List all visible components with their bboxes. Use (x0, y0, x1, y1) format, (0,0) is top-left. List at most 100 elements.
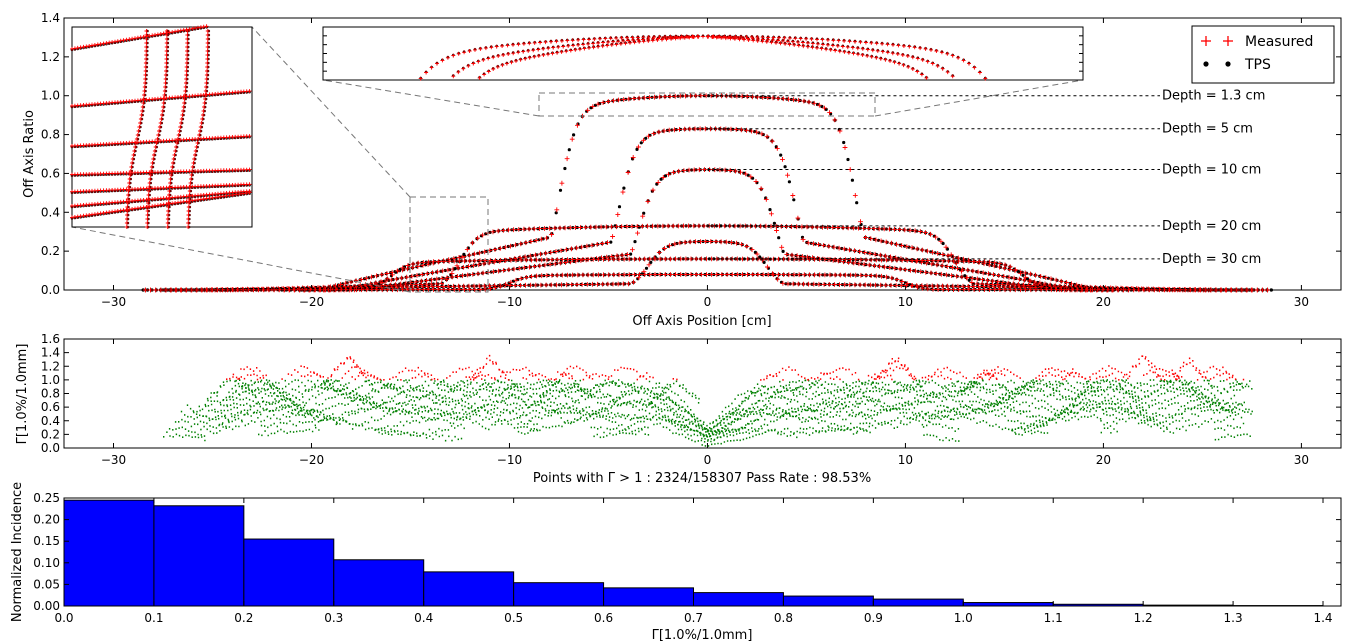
gamma-summary-label: Points with Γ > 1 : 2324/158307 Pass Rat… (533, 471, 871, 486)
x-tick-label: −10 (497, 295, 522, 309)
histogram-ticks: 0.0 0.1 0.2 0.3 0.4 0.5 0.6 0.7 0.8 0.9 1.0 1.1 1.2 1… (33, 491, 1341, 625)
inset-top (322, 26, 1084, 81)
x-tick-label: 30 (1294, 453, 1309, 467)
y-tick-label: 0.2 (41, 244, 60, 258)
x-tick-label: 0.2 (234, 611, 253, 625)
y-tick-label: 0.6 (41, 166, 60, 180)
histogram-bar (423, 571, 515, 607)
histogram-y-axis-label: Normalized Incidence (10, 482, 25, 622)
x-tick-label: 1.2 (1134, 611, 1153, 625)
x-tick-label: −20 (299, 295, 324, 309)
histogram-x-axis-label: Γ[1.0%/1.0mm] (652, 628, 753, 643)
histogram-bar (872, 598, 964, 607)
legend-label-tps: TPS (1244, 57, 1271, 73)
y-tick-label: 1.4 (41, 11, 60, 25)
histogram-bar (693, 592, 784, 607)
y-tick-label: 1.0 (41, 89, 60, 103)
gamma-ticks: −30 −20 −10 0 10 20 30 0.00.20.40.60.81.01.21.4… (41, 332, 1341, 467)
x-tick-label: 10 (898, 295, 913, 309)
zoom-box-left (409, 196, 489, 293)
x-tick-label: 0.9 (864, 611, 883, 625)
x-tick-label: 10 (898, 453, 913, 467)
zoom-box-top (538, 92, 876, 117)
depth-annotation-label: Depth = 1.3 cm (1162, 89, 1265, 104)
gamma-y-axis-label: Γ[1.0%/1.0mm] (15, 344, 30, 445)
x-tick-label: 0 (704, 295, 712, 309)
legend-marker-measured (1201, 36, 1233, 46)
zoom-connector (874, 79, 1084, 117)
depth-annotation-label: Depth = 10 cm (1162, 163, 1261, 178)
x-tick-label: 0.5 (504, 611, 523, 625)
profile-series-layer (141, 93, 1273, 293)
x-tick-label: 0.3 (324, 611, 343, 625)
histogram-chart: 0.0 0.1 0.2 0.3 0.4 0.5 0.6 0.7 0.8 0.9 1.0 1.1 1.2 1… (10, 482, 1342, 643)
inset-left-series (70, 24, 252, 229)
profile-plot-frame (63, 17, 1342, 291)
x-tick-label: 20 (1096, 453, 1111, 467)
inset-top-series (323, 26, 1083, 81)
x-tick-label: 30 (1294, 295, 1309, 309)
gamma-pass-points (163, 379, 1253, 447)
zoom-connector (322, 79, 540, 117)
gamma-chart: −30 −20 −10 0 10 20 30 0.00.20.40.60.81.01.21.4… (15, 332, 1342, 486)
zoom-connector (251, 26, 411, 198)
histogram-bar (333, 559, 425, 607)
histogram-bar (63, 499, 155, 607)
x-tick-label: 1.4 (1313, 611, 1332, 625)
depth-annotation-label: Depth = 30 cm (1162, 252, 1261, 267)
legend-marker-tps (1203, 61, 1231, 67)
x-tick-label: 1.3 (1224, 611, 1243, 625)
legend: Measured TPS (1191, 25, 1335, 84)
measured-series-4 (162, 239, 1254, 293)
profile-chart: −30 −20 −10 0 10 20 30 0.0 0.2 0.4 0.6 0.8 1.0 1.2 1.4… (22, 11, 1342, 329)
y-tick-label: 0.00 (33, 599, 60, 613)
x-tick-label: 0.4 (414, 611, 433, 625)
y-tick-label: 1.0 (41, 373, 60, 387)
gamma-fail-points (226, 354, 1245, 381)
y-tick-label: 1.4 (41, 346, 60, 360)
y-tick-label: 0.15 (33, 534, 60, 548)
x-tick-label: 0.0 (54, 611, 73, 625)
profile-y-axis-label: Off Axis Ratio (22, 110, 37, 198)
y-tick-label: 0.10 (33, 556, 60, 570)
x-tick-label: 0.1 (144, 611, 163, 625)
y-tick-label: 0.6 (41, 400, 60, 414)
depth-annotation-label: Depth = 20 cm (1162, 219, 1261, 234)
y-tick-label: 0.0 (41, 283, 60, 297)
legend-label-measured: Measured (1245, 34, 1313, 50)
y-tick-label: 0.25 (33, 491, 60, 505)
tps-series-4 (161, 239, 1254, 292)
histogram-bars (63, 499, 1324, 607)
histogram-bar (153, 505, 245, 607)
histogram-bar (782, 595, 874, 607)
inset-top-measured (418, 34, 988, 81)
x-tick-label: 1.0 (954, 611, 973, 625)
depth-annotations: Depth = 1.3 cm Depth = 5 cm Depth = 10 cm D… (707, 89, 1265, 267)
y-tick-label: 0.05 (33, 577, 60, 591)
zoom-indicators (71, 26, 1084, 293)
zoom-connector (71, 226, 411, 293)
x-tick-label: 20 (1096, 295, 1111, 309)
x-tick-label: −30 (101, 295, 126, 309)
x-tick-label: −30 (101, 453, 126, 467)
x-tick-label: 0.8 (774, 611, 793, 625)
legend-box (1191, 25, 1335, 84)
depth-annotation-label: Depth = 5 cm (1162, 122, 1253, 137)
y-tick-label: 0.4 (41, 205, 60, 219)
histogram-bar (513, 582, 605, 607)
measured-series-2 (321, 167, 1093, 293)
y-tick-label: 0.8 (41, 387, 60, 401)
x-tick-label: −20 (299, 453, 324, 467)
y-tick-label: 1.6 (41, 332, 60, 346)
histogram-bar (603, 587, 695, 607)
tps-series-0 (280, 94, 1133, 292)
y-tick-label: 0.2 (41, 427, 60, 441)
histogram-bar (962, 602, 1054, 607)
inset-left-measured (70, 24, 252, 229)
y-tick-label: 1.2 (41, 50, 60, 64)
y-tick-label: 0.8 (41, 128, 60, 142)
y-tick-label: 0.4 (41, 414, 60, 428)
measured-series-6 (143, 272, 1270, 293)
y-tick-label: 0.20 (33, 513, 60, 527)
